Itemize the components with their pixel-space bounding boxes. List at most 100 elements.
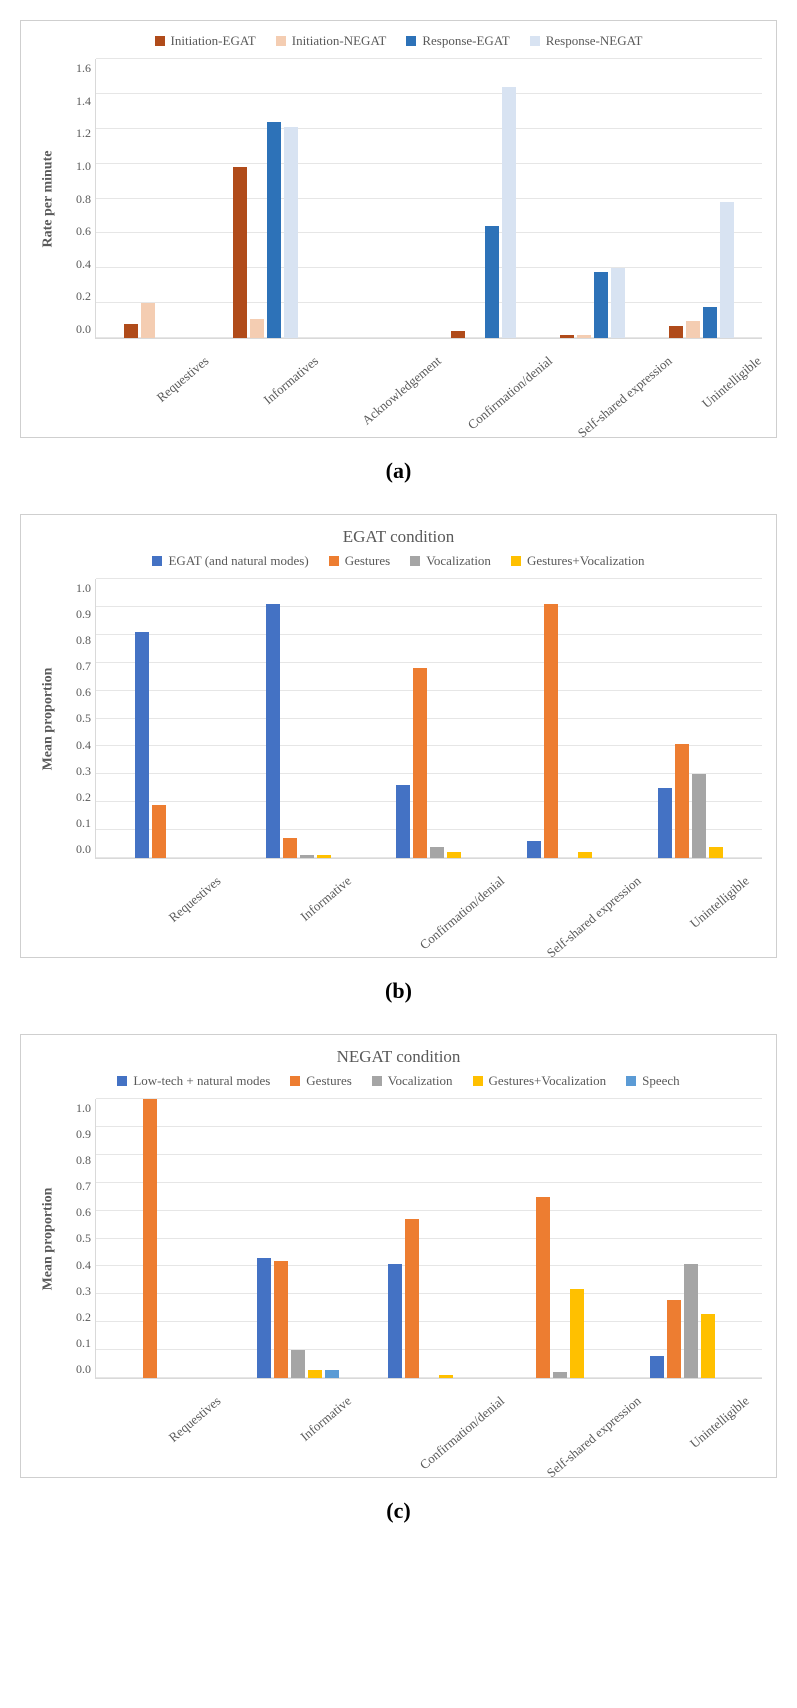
ylabel-c: Mean proportion: [40, 1188, 56, 1291]
bar: [667, 1300, 681, 1378]
ytick: 0.8: [61, 1153, 91, 1168]
xcat-label: Unintelligible: [687, 873, 791, 978]
bar: [692, 774, 706, 858]
panel-b: EGAT condition EGAT (and natural modes)G…: [20, 514, 777, 958]
xaxis-a: RequestivesInformativesAcknowledgementCo…: [95, 339, 762, 429]
plot-b: [95, 579, 762, 859]
bar-group: [364, 579, 495, 858]
ytick: 0.7: [61, 1179, 91, 1194]
bar: [570, 1289, 584, 1378]
legend-label: Gestures+Vocalization: [489, 1073, 607, 1089]
legend-swatch: [117, 1076, 127, 1086]
ytick: 0.9: [61, 1127, 91, 1142]
xaxis-b: RequestivesInformativeConfirmation/denia…: [95, 859, 762, 949]
legend-item: Vocalization: [410, 553, 491, 569]
legend-item: Initiation-EGAT: [155, 33, 256, 49]
bar-group: [102, 1099, 233, 1378]
bar-groups: [96, 1099, 762, 1378]
bar: [577, 335, 591, 338]
ytick: 0.6: [61, 685, 91, 700]
ytick: 0.5: [61, 1231, 91, 1246]
bar: [720, 202, 734, 338]
ytick: 0.4: [61, 738, 91, 753]
bar: [325, 1370, 339, 1378]
ytick: 0.0: [61, 1362, 91, 1377]
ytick: 0.3: [61, 764, 91, 779]
bar-group: [102, 59, 211, 338]
legend-a: Initiation-EGAT Initiation-NEGAT Response-…: [35, 33, 762, 49]
yaxis-c: 1.00.90.80.70.60.50.40.30.20.10.0: [61, 1099, 95, 1379]
ylabel-a: Rate per minute: [40, 151, 56, 248]
legend-swatch: [473, 1076, 483, 1086]
legend-swatch: [530, 36, 540, 46]
legend-item: Gestures: [290, 1073, 352, 1089]
xcat: Requestives: [101, 345, 208, 429]
legend-c: Low-tech + natural modes Gestures Vocaliza…: [35, 1073, 762, 1089]
legend-item: Initiation-NEGAT: [276, 33, 387, 49]
legend-swatch: [626, 1076, 636, 1086]
bar: [413, 668, 427, 858]
panel-label-c: (c): [20, 1498, 777, 1524]
panel-label-b: (b): [20, 978, 777, 1004]
panel-c: NEGAT condition Low-tech + natural modes…: [20, 1034, 777, 1478]
bar: [135, 632, 149, 858]
bar: [578, 852, 592, 858]
ytick: 1.2: [61, 126, 91, 141]
bar: [675, 744, 689, 858]
legend-item: Low-tech + natural modes: [117, 1073, 270, 1089]
bar: [141, 303, 155, 338]
panel-a: Initiation-EGAT Initiation-NEGAT Response-…: [20, 20, 777, 438]
bar: [143, 1099, 157, 1378]
bar: [485, 226, 499, 338]
bar-group: [625, 579, 756, 858]
bar: [527, 841, 541, 858]
ytick: 1.0: [61, 1101, 91, 1116]
legend-item: Gestures+Vocalization: [511, 553, 645, 569]
legend-item: Gestures+Vocalization: [473, 1073, 607, 1089]
legend-label: Gestures: [345, 553, 391, 569]
bar: [124, 324, 138, 338]
bar: [283, 838, 297, 858]
legend-label: Speech: [642, 1073, 680, 1089]
bar-groups: [96, 579, 762, 858]
legend-b: EGAT (and natural modes) Gestures Vocaliza…: [35, 553, 762, 569]
bar: [291, 1350, 305, 1378]
chart-title-c: NEGAT condition: [35, 1047, 762, 1067]
ytick: 0.3: [61, 1284, 91, 1299]
bar-group: [211, 59, 320, 338]
legend-label: Response-NEGAT: [546, 33, 643, 49]
bar: [388, 1264, 402, 1378]
bar: [709, 847, 723, 858]
bar: [250, 319, 264, 338]
legend-label: EGAT (and natural modes): [168, 553, 308, 569]
bar: [701, 1314, 715, 1378]
bar-group: [538, 59, 647, 338]
bar: [611, 268, 625, 338]
bar-group: [494, 1099, 625, 1378]
chart-body-b: Mean proportion 1.00.90.80.70.60.50.40.3…: [35, 579, 762, 859]
ytick: 0.8: [61, 192, 91, 207]
bar-group: [102, 579, 233, 858]
ytick: 0.2: [61, 289, 91, 304]
ytick: 0.7: [61, 659, 91, 674]
ytick: 1.0: [61, 159, 91, 174]
ytick: 0.1: [61, 1336, 91, 1351]
legend-swatch: [290, 1076, 300, 1086]
plot-c: [95, 1099, 762, 1379]
bar: [266, 604, 280, 858]
bar: [536, 1197, 550, 1378]
legend-label: Vocalization: [426, 553, 491, 569]
legend-label: Vocalization: [388, 1073, 453, 1089]
ytick: 0.4: [61, 257, 91, 272]
legend-swatch: [152, 556, 162, 566]
bar: [594, 272, 608, 338]
bar-group: [320, 59, 429, 338]
ytick: 0.9: [61, 607, 91, 622]
bar-group: [233, 579, 364, 858]
bar-groups: [96, 59, 762, 338]
yaxis-a: 1.61.41.21.00.80.60.40.20.0: [61, 59, 95, 339]
legend-swatch: [511, 556, 521, 566]
legend-swatch: [372, 1076, 382, 1086]
legend-swatch: [276, 36, 286, 46]
bar: [553, 1372, 567, 1378]
